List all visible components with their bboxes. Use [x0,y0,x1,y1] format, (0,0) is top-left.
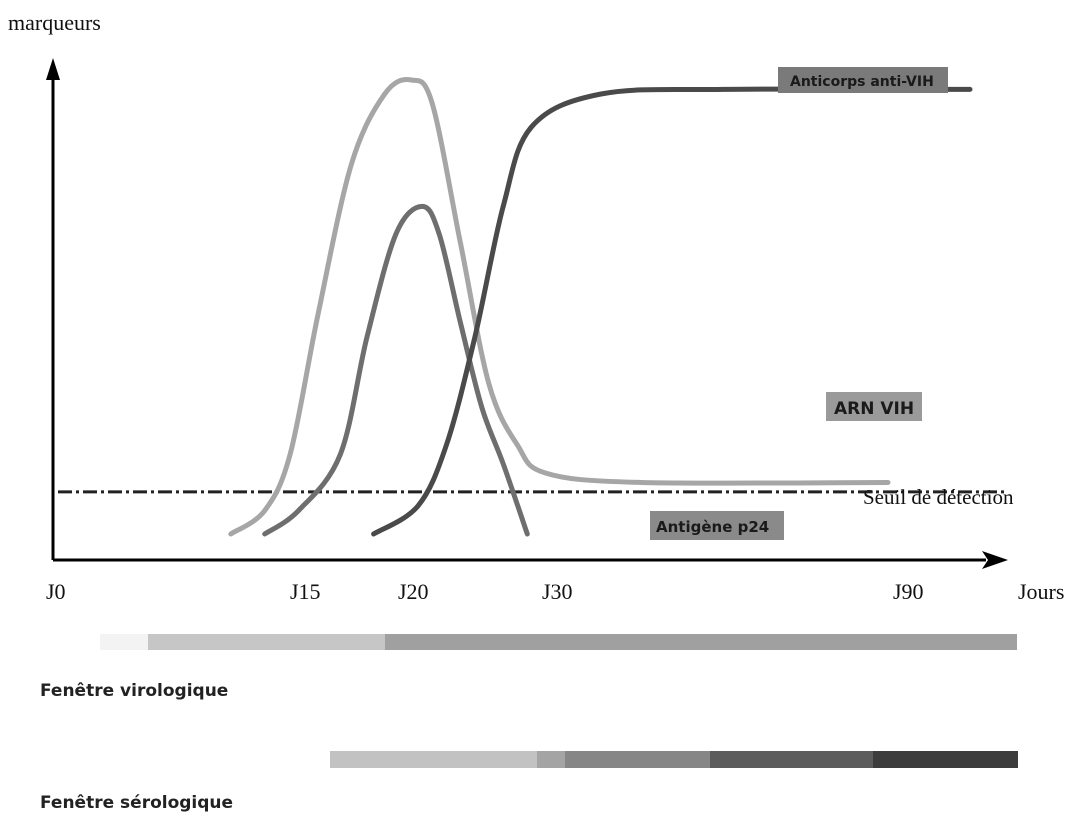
x-axis-arrowhead [982,551,1008,569]
series-label-antibody: Anticorps anti-VIH [790,74,934,90]
series-label-p24: Antigène p24 [656,518,769,536]
serological-window-band [537,751,565,768]
x-axis-label: Jours [1018,579,1064,604]
x-tick-label: J0 [46,579,66,604]
virological-window-label: Fenêtre virologique [40,681,228,701]
serological-window-band [330,751,537,768]
label-box-p24 [650,511,784,540]
antibody-curve [371,86,973,537]
serological-window-label: Fenêtre sérologique [40,793,233,813]
x-tick-label: J20 [398,579,429,604]
y-axis-label: marqueurs [8,10,101,35]
virological-window-band [148,634,385,650]
serological-window-band [565,751,710,768]
x-tick-label: J30 [542,579,573,604]
label-box-rna [826,392,922,421]
label-box-antibody [778,67,948,93]
threshold-label: Seuil de détection [863,485,1014,509]
rna-curve [228,77,891,537]
serological-window-band [873,751,1018,768]
x-tick-label: J15 [290,579,321,604]
x-tick-label: J90 [893,579,924,604]
virological-window-band [385,634,1017,650]
series-layer [228,77,973,537]
serological-window-band [710,751,873,768]
series-label-rna: ARN VIH [834,399,914,419]
p24-curve [262,203,530,537]
y-axis-arrowhead [46,58,60,80]
virological-window-band [100,634,148,650]
